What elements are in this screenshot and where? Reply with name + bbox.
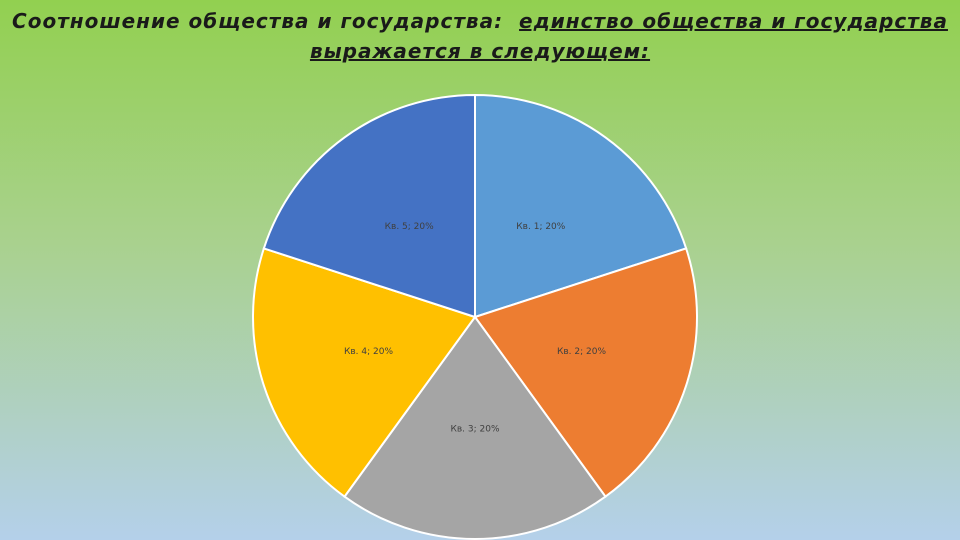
data-label: Кв. 5; 20% [385,222,434,232]
data-label: Кв. 3; 20% [450,425,499,435]
title-block: Соотношение общества и государства: един… [0,6,960,66]
data-label: Кв. 4; 20% [344,347,393,357]
title: Соотношение общества и государства: [12,9,504,33]
data-label: Кв. 2; 20% [557,347,606,357]
pie-slice [252,247,477,498]
pie-slice [262,93,476,319]
pie-slice [473,247,698,498]
subtitle: единство общества и государства выражает… [309,9,948,63]
pie-slice [474,93,688,319]
pie-slice [343,315,607,540]
data-label: Кв. 1; 20% [516,222,565,232]
